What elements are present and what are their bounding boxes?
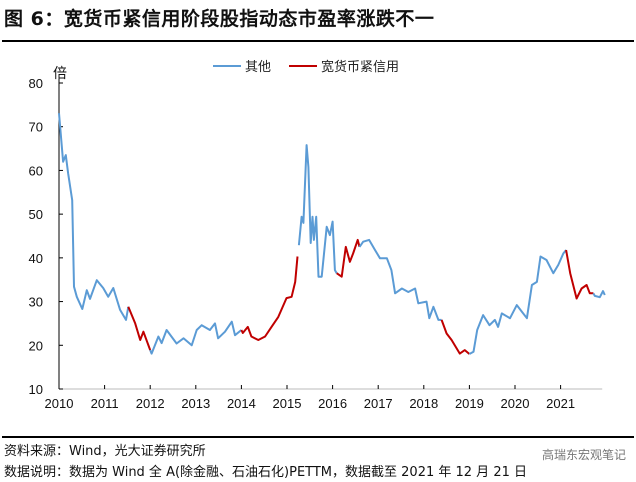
footer-divider: [2, 436, 634, 438]
watermark: 高瑞东宏观笔记: [541, 448, 626, 462]
series-line-other: [468, 249, 567, 355]
y-tick-label: 50: [29, 207, 43, 222]
series-line-other: [58, 113, 130, 321]
series-line-easing: [127, 306, 152, 351]
title-divider: [2, 40, 634, 42]
legend-item-other: 其他: [213, 56, 271, 75]
legend-swatch-easing: [289, 64, 318, 67]
figure-title: 图 6：宽货币紧信用阶段股指动态市盈率涨跌不一: [4, 8, 435, 30]
x-tick-label: 2019: [455, 396, 484, 411]
legend-swatch-other: [213, 64, 241, 67]
y-tick-label: 60: [29, 163, 43, 178]
series-line-easing: [336, 238, 361, 278]
x-tick-label: 2017: [364, 396, 393, 411]
y-axis-label: 倍: [53, 66, 67, 82]
legend-label-other: 其他: [245, 60, 272, 75]
series-line-other: [592, 290, 606, 299]
note-text: 数据说明：数据为 Wind 全 A(除金融、石油石化)PETTM，数据截至 20…: [4, 465, 527, 480]
x-tick-label: 2015: [273, 396, 302, 411]
chart-legend: 其他 宽货币紧信用: [213, 56, 411, 75]
series-line-easing: [565, 249, 594, 300]
series-line-easing: [240, 256, 299, 341]
x-tick-label: 2020: [501, 396, 530, 411]
y-tick-label: 10: [29, 382, 43, 397]
series-line-other: [297, 144, 338, 278]
series-line-easing: [440, 319, 471, 355]
x-tick-label: 2012: [136, 396, 165, 411]
series-line-other: [149, 320, 243, 355]
x-tick-label: 2010: [45, 396, 74, 411]
legend-item-easing: 宽货币紧信用: [289, 56, 399, 75]
legend-label-easing: 宽货币紧信用: [321, 60, 400, 75]
x-tick-label: 2021: [546, 396, 575, 411]
x-tick-label: 2016: [318, 396, 347, 411]
line-chart: 10 20 30 40 50 60 70 80 倍 2010 2011 2012 2013 2014 201…: [29, 66, 606, 411]
y-tick-label: 20: [29, 338, 43, 353]
y-tick-label: 40: [29, 251, 43, 266]
x-tick-label: 2018: [409, 396, 438, 411]
series-line-other: [358, 238, 442, 321]
x-tick-label: 2011: [91, 396, 119, 411]
source-text: 资料来源：Wind，光大证券研究所: [4, 444, 206, 459]
y-tick-label: 80: [29, 76, 43, 91]
y-tick-label: 70: [29, 120, 43, 135]
x-tick-label: 2014: [227, 396, 256, 411]
y-tick-label: 30: [29, 295, 43, 310]
x-tick-label: 2013: [181, 396, 210, 411]
